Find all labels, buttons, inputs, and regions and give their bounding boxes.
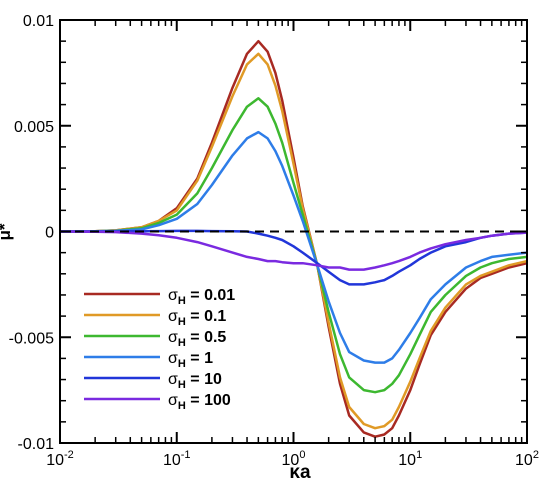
plot-frame <box>59 19 528 444</box>
y-axis-label: μ* <box>0 223 14 240</box>
x-tick-label: 100 <box>282 449 306 469</box>
legend-label-5: σH = 10 <box>168 371 222 391</box>
legend-label-1: σH = 0.01 <box>168 287 235 307</box>
legend-label-2: σH = 0.1 <box>168 308 226 328</box>
x-tick-labels: 10-2 10-1 100 101 102 <box>46 449 539 469</box>
series-line-4 <box>59 130 528 364</box>
x-tick-label: 10-2 <box>46 449 74 469</box>
y-tick-label: 0.01 <box>23 13 54 30</box>
x-tick-label: 101 <box>398 449 422 469</box>
series-line-3 <box>59 97 528 394</box>
x-axis-label: κa <box>289 462 311 483</box>
y-tick-label: 0.005 <box>14 119 54 136</box>
x-tick-label: 10-1 <box>163 449 191 469</box>
y-tick-label: 0 <box>45 225 54 242</box>
y-tick-label: -0.01 <box>18 436 55 453</box>
legend-label-6: σH = 100 <box>168 392 231 412</box>
legend-label-4: σH = 1 <box>168 350 213 370</box>
y-tick-label: -0.005 <box>9 330 54 347</box>
series-line-6 <box>59 230 528 271</box>
x-tick-label: 102 <box>515 449 539 469</box>
y-tick-labels: 0.01 0.005 0 -0.005 -0.01 <box>9 13 54 453</box>
legend-label-3: σH = 0.5 <box>168 329 226 349</box>
